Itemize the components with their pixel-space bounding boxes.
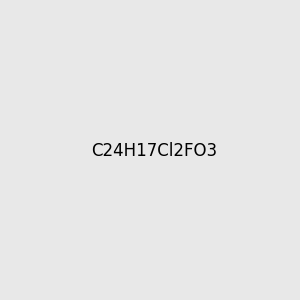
Text: C24H17Cl2FO3: C24H17Cl2FO3 <box>91 142 217 160</box>
